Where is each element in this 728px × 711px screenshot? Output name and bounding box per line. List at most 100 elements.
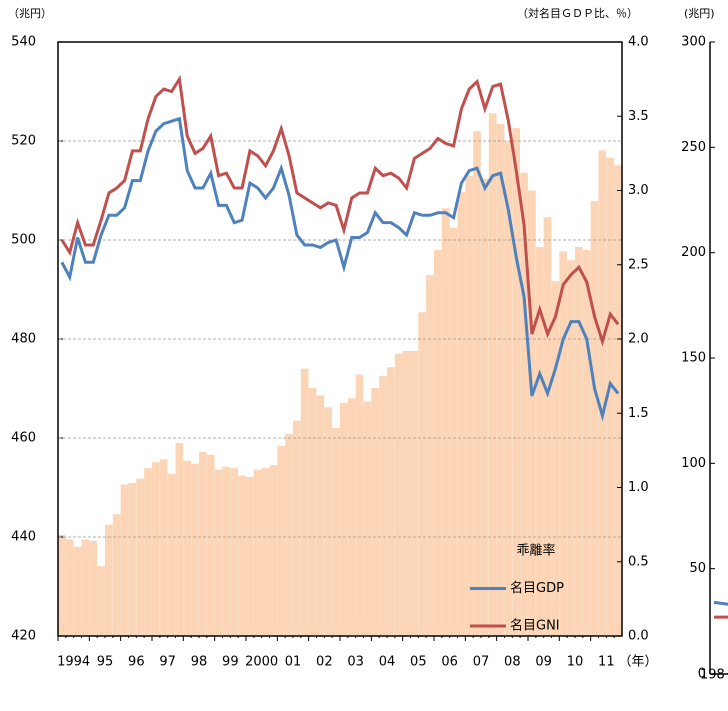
y-tick-label: 480 <box>11 332 36 347</box>
bar <box>324 407 333 636</box>
bar <box>473 131 481 636</box>
x-tick-label: 198 <box>700 668 725 683</box>
x-tick-label: 10 <box>567 655 584 670</box>
y-tick-label: 460 <box>11 431 36 446</box>
line <box>713 600 728 606</box>
bar <box>379 376 387 636</box>
bar <box>504 141 513 636</box>
bar <box>355 374 364 636</box>
x-tick-label: 97 <box>159 655 176 670</box>
x-tick-label: 98 <box>191 655 208 670</box>
bar <box>535 246 544 636</box>
x-tick-label: 03 <box>347 655 364 670</box>
bar <box>308 388 317 636</box>
y-tick-label: 200 <box>681 245 706 260</box>
x-tick-label: 06 <box>441 655 458 670</box>
y2-axis-title: （対名目ＧＤＰ比、％） <box>517 6 638 20</box>
bar <box>496 123 505 637</box>
bar <box>261 468 270 636</box>
bar <box>269 465 278 636</box>
y-axis-title-2: (兆円) <box>684 7 715 20</box>
bar <box>347 398 356 636</box>
bar <box>300 368 309 636</box>
y-tick-label: 150 <box>681 351 706 366</box>
x-tick-label: 02 <box>316 655 333 670</box>
bar <box>528 190 536 636</box>
y2-tick-label: 0.5 <box>628 554 649 569</box>
y2-tick-label: 2.5 <box>628 257 649 272</box>
x-tick-label: 96 <box>128 655 145 670</box>
y-tick-label: 420 <box>11 629 36 644</box>
bar <box>89 540 98 636</box>
bar <box>175 442 184 636</box>
bar <box>167 474 176 636</box>
bar <box>606 157 615 636</box>
bar <box>253 469 262 636</box>
bar <box>316 395 325 636</box>
bar <box>206 454 215 636</box>
bar <box>199 451 207 636</box>
legend-label: 乖離率 <box>516 543 555 559</box>
bar <box>128 483 137 636</box>
x-tick-label: 95 <box>97 655 114 670</box>
y2-tick-label: 1.5 <box>628 406 649 421</box>
bar <box>387 367 395 636</box>
bar <box>191 463 199 636</box>
bar <box>340 402 348 636</box>
bar <box>112 514 121 636</box>
legend-label: 名目GNI <box>510 618 560 634</box>
bar <box>230 468 239 636</box>
y2-tick-label: 1.0 <box>628 480 649 495</box>
x-tick-label: 07 <box>473 655 490 670</box>
bar <box>97 566 105 636</box>
y-tick-label: 520 <box>11 134 36 149</box>
bar <box>371 388 380 636</box>
bar <box>136 478 145 636</box>
x-tick-label: 01 <box>285 655 302 670</box>
x-tick-label: 04 <box>379 655 396 670</box>
line <box>60 116 620 422</box>
bar <box>214 469 223 636</box>
bar <box>567 260 575 636</box>
bar <box>520 172 528 636</box>
bar <box>58 535 66 636</box>
bar <box>183 460 192 636</box>
bar <box>159 459 168 636</box>
bar <box>105 524 113 636</box>
x-tick-label: 2000 <box>245 655 278 670</box>
y-tick-label: 500 <box>11 233 36 248</box>
y-axis-title: （兆円） <box>8 7 52 20</box>
bar <box>457 191 466 637</box>
y-tick-label: 440 <box>11 530 36 545</box>
bar <box>144 468 152 636</box>
bar <box>65 539 74 636</box>
bar <box>277 445 286 636</box>
bar <box>598 150 607 636</box>
x-tick-label: 05 <box>410 655 427 670</box>
y2-tick-label: 2.0 <box>628 332 649 347</box>
bar <box>285 434 293 636</box>
bar <box>481 178 489 636</box>
line <box>60 74 620 347</box>
bar <box>449 227 458 636</box>
bar <box>222 466 231 636</box>
y-tick-label: 0 <box>698 667 706 682</box>
y-tick-label: 100 <box>681 456 706 471</box>
bar <box>512 128 521 636</box>
y2-tick-label: 3.0 <box>628 183 649 198</box>
bar <box>465 175 474 636</box>
bar <box>332 428 340 636</box>
x-axis-title: （年） <box>618 655 657 670</box>
bar <box>614 165 622 636</box>
bar <box>120 484 129 636</box>
x-tick-label: 99 <box>222 655 239 670</box>
bar <box>81 539 90 636</box>
bar <box>73 546 82 636</box>
bar <box>434 249 442 636</box>
y-tick-label: 50 <box>689 561 706 576</box>
y2-tick-label: 4.0 <box>628 35 649 50</box>
bar <box>488 113 497 636</box>
y2-tick-label: 3.5 <box>628 109 649 124</box>
